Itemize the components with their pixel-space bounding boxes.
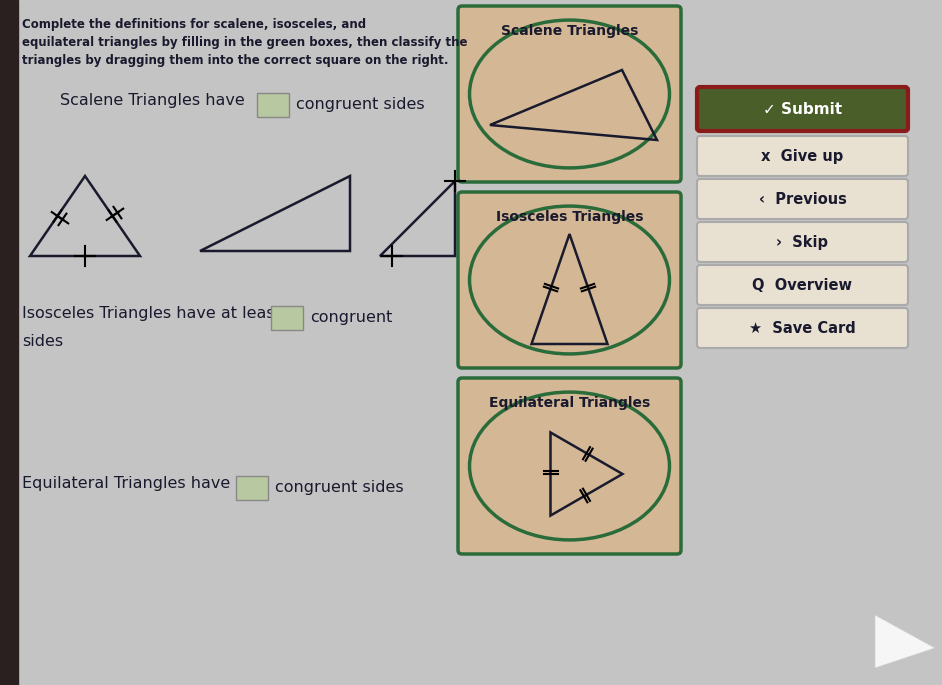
- FancyBboxPatch shape: [236, 476, 268, 500]
- FancyBboxPatch shape: [697, 136, 908, 176]
- FancyBboxPatch shape: [257, 93, 289, 117]
- Text: congruent sides: congruent sides: [296, 97, 425, 112]
- Text: Scalene Triangles have: Scalene Triangles have: [60, 93, 245, 108]
- Text: Equilateral Triangles have: Equilateral Triangles have: [22, 476, 230, 491]
- Text: Complete the definitions for scalene, isosceles, and: Complete the definitions for scalene, is…: [22, 18, 366, 31]
- FancyBboxPatch shape: [458, 378, 681, 554]
- Text: ★  Save Card: ★ Save Card: [749, 321, 856, 336]
- FancyBboxPatch shape: [697, 87, 908, 131]
- Text: Isosceles Triangles: Isosceles Triangles: [495, 210, 643, 224]
- Text: Q  Overview: Q Overview: [753, 277, 853, 292]
- Text: congruent: congruent: [310, 310, 393, 325]
- FancyBboxPatch shape: [697, 179, 908, 219]
- FancyBboxPatch shape: [697, 222, 908, 262]
- Text: congruent sides: congruent sides: [275, 479, 403, 495]
- Bar: [0, 0, 18, 685]
- FancyBboxPatch shape: [697, 265, 908, 305]
- FancyBboxPatch shape: [458, 6, 681, 182]
- Text: Scalene Triangles: Scalene Triangles: [501, 24, 638, 38]
- Text: Isosceles Triangles have at least: Isosceles Triangles have at least: [22, 306, 281, 321]
- FancyBboxPatch shape: [697, 308, 908, 348]
- Text: Equilateral Triangles: Equilateral Triangles: [489, 396, 650, 410]
- FancyBboxPatch shape: [271, 306, 303, 330]
- Text: x  Give up: x Give up: [761, 149, 844, 164]
- Polygon shape: [875, 615, 935, 668]
- Text: ✓ Submit: ✓ Submit: [763, 101, 842, 116]
- FancyBboxPatch shape: [458, 192, 681, 368]
- Text: equilateral triangles by filling in the green boxes, then classify the: equilateral triangles by filling in the …: [22, 36, 467, 49]
- Text: ‹  Previous: ‹ Previous: [758, 192, 847, 206]
- Text: triangles by dragging them into the correct square on the right.: triangles by dragging them into the corr…: [22, 54, 448, 67]
- Text: ›  Skip: › Skip: [776, 234, 829, 249]
- Text: sides: sides: [22, 334, 63, 349]
